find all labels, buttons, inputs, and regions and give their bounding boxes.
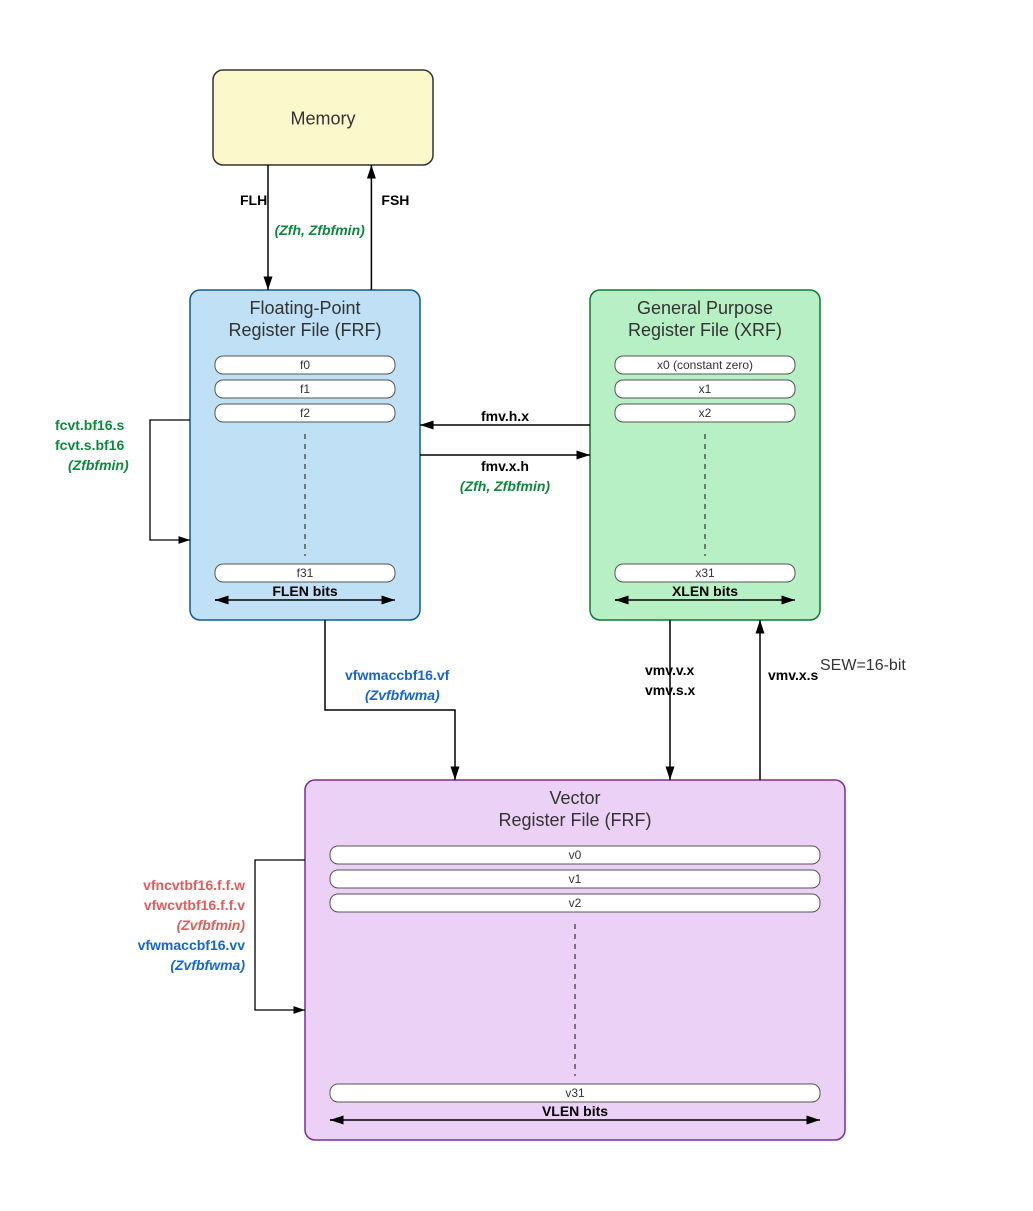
label-vfwc: vfwcvtbf16.f.f.v <box>144 897 245 913</box>
svg-text:f0: f0 <box>300 358 310 372</box>
svg-text:Floating-Point: Floating-Point <box>249 298 360 318</box>
svg-text:x1: x1 <box>699 382 712 396</box>
label-vmv-x-s: vmv.x.s <box>768 667 819 683</box>
label-zvfbfwma-2: (Zvfbfwma) <box>170 957 245 973</box>
label-vfnc: vfncvtbf16.f.f.w <box>143 877 245 893</box>
label-zfh-zfbfmin-2: (Zfh, Zfbfmin) <box>460 478 551 494</box>
label-vmv-s-x: vmv.s.x <box>645 682 696 698</box>
svg-text:v2: v2 <box>569 896 582 910</box>
label-fcvt1: fcvt.bf16.s <box>55 417 124 433</box>
svg-text:x0 (constant zero): x0 (constant zero) <box>657 358 753 372</box>
register-file: General PurposeRegister File (XRF) x0 (co… <box>590 290 820 620</box>
svg-text:Register File (FRF): Register File (FRF) <box>228 320 381 340</box>
label-sew: SEW=16-bit <box>820 657 906 674</box>
svg-text:f1: f1 <box>300 382 310 396</box>
svg-text:Vector: Vector <box>549 788 600 808</box>
svg-text:Register File (XRF): Register File (XRF) <box>628 320 782 340</box>
register-file: VectorRegister File (FRF) v0 v1 v2 v31 VLEN b… <box>305 780 845 1140</box>
svg-text:FLEN bits: FLEN bits <box>272 583 338 599</box>
label-vfwmacc-vf: vfwmaccbf16.vf <box>345 667 450 683</box>
svg-text:x2: x2 <box>699 406 712 420</box>
label-flh: FLH <box>240 192 267 208</box>
label-vfwmacc-vv: vfwmaccbf16.vv <box>138 937 246 953</box>
svg-text:Memory: Memory <box>290 109 355 129</box>
svg-text:v1: v1 <box>569 872 582 886</box>
label-fmv-x-h: fmv.x.h <box>481 458 529 474</box>
register-file: Floating-PointRegister File (FRF) f0 f1 f2 f… <box>190 290 420 620</box>
loop-fcvt <box>150 420 190 540</box>
svg-text:Register File (FRF): Register File (FRF) <box>498 810 651 830</box>
label-vmv-v-x: vmv.v.x <box>645 662 695 678</box>
memory-box: Memory <box>213 70 433 165</box>
loop-vrf <box>255 860 305 1010</box>
label-fcvt2: fcvt.s.bf16 <box>55 437 124 453</box>
svg-text:x31: x31 <box>695 566 715 580</box>
svg-text:f2: f2 <box>300 406 310 420</box>
svg-text:VLEN bits: VLEN bits <box>542 1103 608 1119</box>
svg-text:v31: v31 <box>565 1086 585 1100</box>
svg-text:XLEN bits: XLEN bits <box>672 583 738 599</box>
label-zvfbfmin: (Zvfbfmin) <box>177 917 246 933</box>
svg-text:General Purpose: General Purpose <box>637 298 773 318</box>
svg-text:v0: v0 <box>569 848 582 862</box>
label-zfbfmin: (Zfbfmin) <box>68 457 129 473</box>
label-zfh-zfbfmin: (Zfh, Zfbfmin) <box>275 222 366 238</box>
svg-text:f31: f31 <box>297 566 314 580</box>
label-zvfbfwma: (Zvfbfwma) <box>365 687 440 703</box>
label-fmv-h-x: fmv.h.x <box>481 408 529 424</box>
label-fsh: FSH <box>381 192 409 208</box>
